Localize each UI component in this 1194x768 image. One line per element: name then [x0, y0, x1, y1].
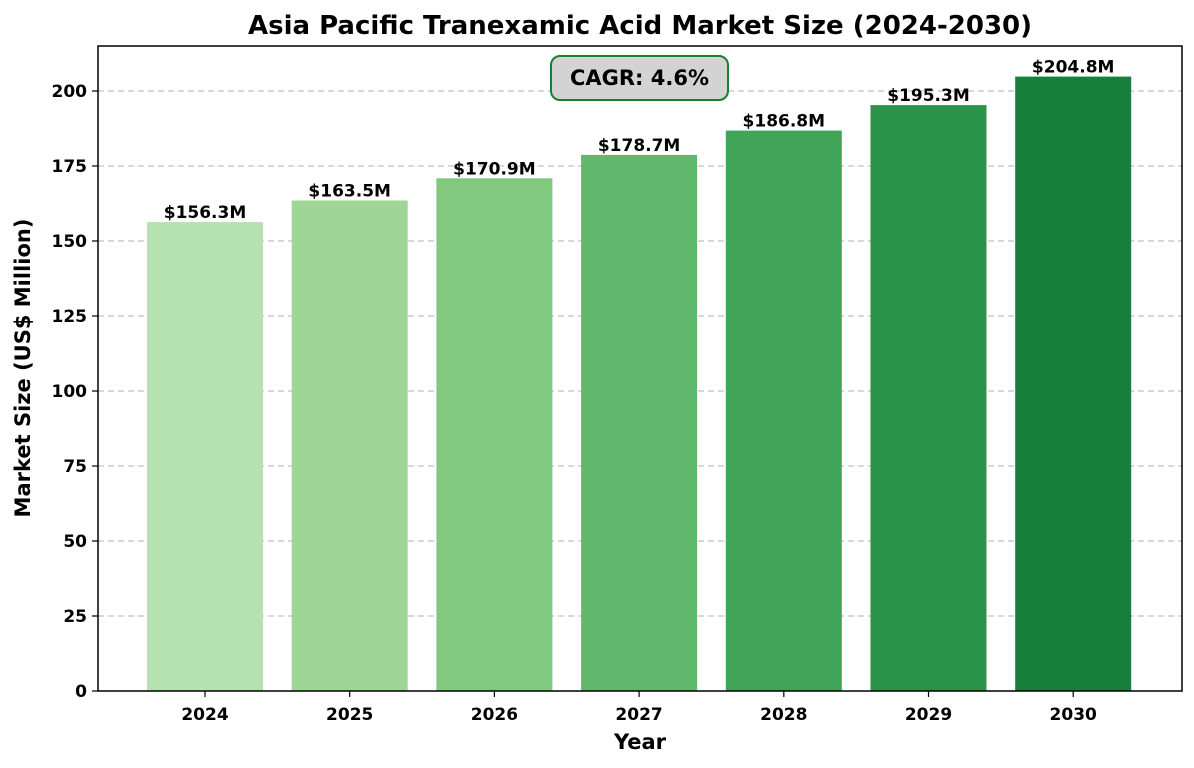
y-tick-label: 100 [52, 382, 88, 402]
bars [147, 76, 1132, 692]
data-label-2028: $186.8M [743, 112, 826, 132]
x-axis-label: Year [613, 730, 667, 754]
y-axis-ticks: 0 25 50 75 100 125 150 175 200 [52, 82, 98, 702]
bar-2025 [291, 200, 408, 691]
bar-2024 [147, 222, 263, 691]
bar-2027 [581, 154, 698, 691]
y-tick-label: 200 [52, 82, 88, 102]
x-tick-label: 2029 [905, 705, 952, 725]
x-tick-label: 2025 [326, 705, 373, 725]
data-label-2025: $163.5M [308, 182, 391, 202]
x-tick-label: 2027 [615, 705, 662, 725]
x-tick-label: 2028 [760, 705, 807, 725]
bar-2026 [436, 178, 553, 692]
cagr-annotation: CAGR: 4.6% [550, 55, 729, 101]
plot-frame [97, 45, 1183, 692]
data-labels: $156.3M $163.5M $170.9M $178.7M $186.8M $195.… [164, 58, 1115, 224]
x-tick-label: 2026 [471, 705, 518, 725]
data-label-2029: $195.3M [887, 86, 970, 106]
x-axis-ticks: 2024 2025 2026 2027 2028 2029 2030 [181, 691, 1097, 725]
bar-2029 [870, 105, 987, 692]
data-label-2026: $170.9M [453, 159, 536, 179]
data-label-2030: $204.8M [1032, 58, 1115, 78]
y-tick-label: 0 [75, 682, 87, 702]
y-tick-label: 125 [52, 307, 88, 327]
bar-2028 [725, 130, 842, 692]
cagr-annotation-text: CAGR: 4.6% [570, 66, 709, 90]
y-tick-label: 175 [52, 157, 88, 177]
y-tick-label: 75 [63, 457, 87, 477]
data-label-2027: $178.7M [598, 136, 681, 156]
y-tick-label: 25 [63, 607, 87, 627]
y-axis-label: Market Size (US$ Million) [11, 219, 35, 518]
data-label-2024: $156.3M [164, 203, 247, 223]
bar-2030 [1015, 76, 1132, 692]
y-tick-label: 150 [52, 232, 88, 252]
cagr-annotation-box [550, 55, 729, 101]
x-tick-label: 2024 [181, 705, 228, 725]
chart-title: Asia Pacific Tranexamic Acid Market Size… [248, 11, 1032, 41]
y-tick-label: 50 [63, 532, 87, 552]
x-tick-label: 2030 [1050, 705, 1097, 725]
